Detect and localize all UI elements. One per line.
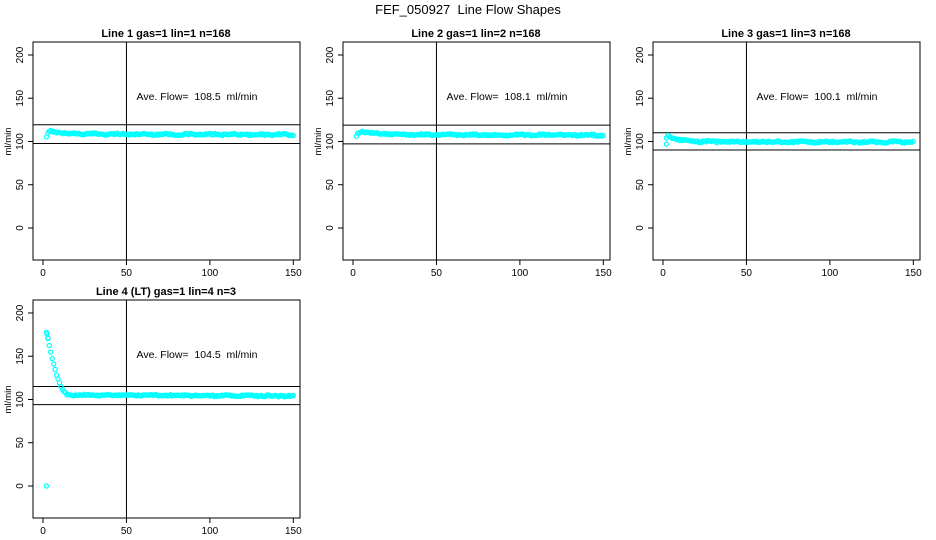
x-tick-label: 100 [512, 268, 529, 279]
plot-area: 0 50 100 150 0 50 100 150 200 ml/min [3, 41, 302, 279]
data-point [44, 331, 50, 337]
y-tick-label: 50 [325, 179, 336, 191]
ave-flow-annotation: Ave. Flow= 104.5 ml/min [137, 349, 258, 361]
x-tick-label: 50 [121, 526, 133, 537]
y-tick-label: 0 [15, 483, 26, 489]
y-tick-label: 50 [15, 437, 26, 449]
x-tick-label: 100 [202, 268, 219, 279]
data-point [43, 483, 50, 489]
data-point [51, 361, 57, 367]
y-tick-label: 150 [325, 89, 336, 106]
plot-border [32, 41, 301, 261]
x-tick-label: 50 [741, 268, 753, 279]
y-tick-label: 100 [635, 133, 646, 150]
x-tick-label: 50 [431, 268, 443, 279]
x-tick-label: 150 [595, 268, 612, 279]
y-tick-label: 50 [635, 179, 646, 191]
y-axis-label: ml/min [623, 127, 634, 155]
ave-flow-annotation: Ave. Flow= 108.1 ml/min [447, 91, 568, 103]
x-tick-label: 150 [285, 526, 302, 537]
subplot-title: Line 4 (LT) gas=1 lin=4 n=3 [96, 286, 236, 298]
data-point [910, 138, 916, 145]
subplot-line-2: Line 2 gas=1 lin=2 n=168 Ave. Flow= 108.… [313, 28, 612, 279]
x-tick-label: 0 [40, 268, 46, 279]
data-point [48, 349, 54, 355]
subplot-title: Line 2 gas=1 lin=2 n=168 [411, 28, 540, 40]
y-axis-label: ml/min [313, 127, 324, 155]
x-tick-label: 100 [822, 268, 839, 279]
subplot-title: Line 3 gas=1 lin=3 n=168 [721, 28, 850, 40]
data-points [353, 128, 606, 139]
y-tick-label: 100 [325, 133, 336, 150]
subplot-line-3: Line 3 gas=1 lin=3 n=168 Ave. Flow= 100.… [623, 28, 922, 279]
y-tick-label: 200 [635, 46, 646, 63]
x-tick-label: 0 [350, 268, 356, 279]
y-axis-label: ml/min [3, 385, 14, 413]
plot-area: 0 50 100 150 0 50 100 150 200 ml/min [313, 41, 612, 279]
y-tick-label: 0 [635, 225, 646, 231]
plot-area: 0 50 100 150 0 50 100 150 200 ml/min [623, 41, 922, 279]
x-tick-label: 100 [202, 526, 219, 537]
subplot-line-1: Line 1 gas=1 lin=1 n=168 Ave. Flow= 108.… [3, 28, 302, 279]
x-tick-label: 150 [905, 268, 922, 279]
data-point [663, 141, 670, 147]
y-tick-label: 150 [15, 89, 26, 106]
data-point [600, 132, 606, 139]
y-tick-label: 150 [635, 89, 646, 106]
y-tick-label: 0 [15, 225, 26, 231]
data-point [49, 355, 55, 362]
data-point [46, 342, 53, 349]
subplot-line-4: Line 4 (LT) gas=1 lin=4 n=3 Ave. Flow= 1… [3, 286, 302, 537]
y-tick-label: 100 [15, 133, 26, 150]
ave-flow-annotation: Ave. Flow= 108.5 ml/min [137, 91, 258, 103]
y-tick-label: 0 [325, 225, 336, 231]
data-point [52, 366, 58, 373]
page-title: FEF_050927 Line Flow Shapes [375, 2, 561, 17]
plot-border [32, 299, 301, 519]
y-tick-label: 100 [15, 391, 26, 408]
x-tick-label: 0 [40, 526, 46, 537]
data-point [290, 392, 296, 399]
data-points [43, 329, 296, 489]
x-tick-label: 50 [121, 268, 133, 279]
data-points [663, 132, 916, 147]
subplot-title: Line 1 gas=1 lin=1 n=168 [101, 28, 230, 40]
data-point [290, 132, 296, 139]
y-tick-label: 150 [15, 347, 26, 364]
plot-area: 0 50 100 150 0 50 100 150 200 ml/min [3, 299, 302, 537]
data-points [43, 127, 296, 140]
y-axis-label: ml/min [3, 127, 14, 155]
plot-border [342, 41, 611, 261]
x-tick-label: 150 [285, 268, 302, 279]
y-tick-label: 50 [15, 179, 26, 191]
x-tick-label: 0 [660, 268, 666, 279]
plot-border [652, 41, 921, 261]
ave-flow-annotation: Ave. Flow= 100.1 ml/min [757, 91, 878, 103]
y-tick-label: 200 [15, 46, 26, 63]
y-tick-label: 200 [325, 46, 336, 63]
data-point [45, 335, 51, 342]
y-tick-label: 200 [15, 304, 26, 321]
